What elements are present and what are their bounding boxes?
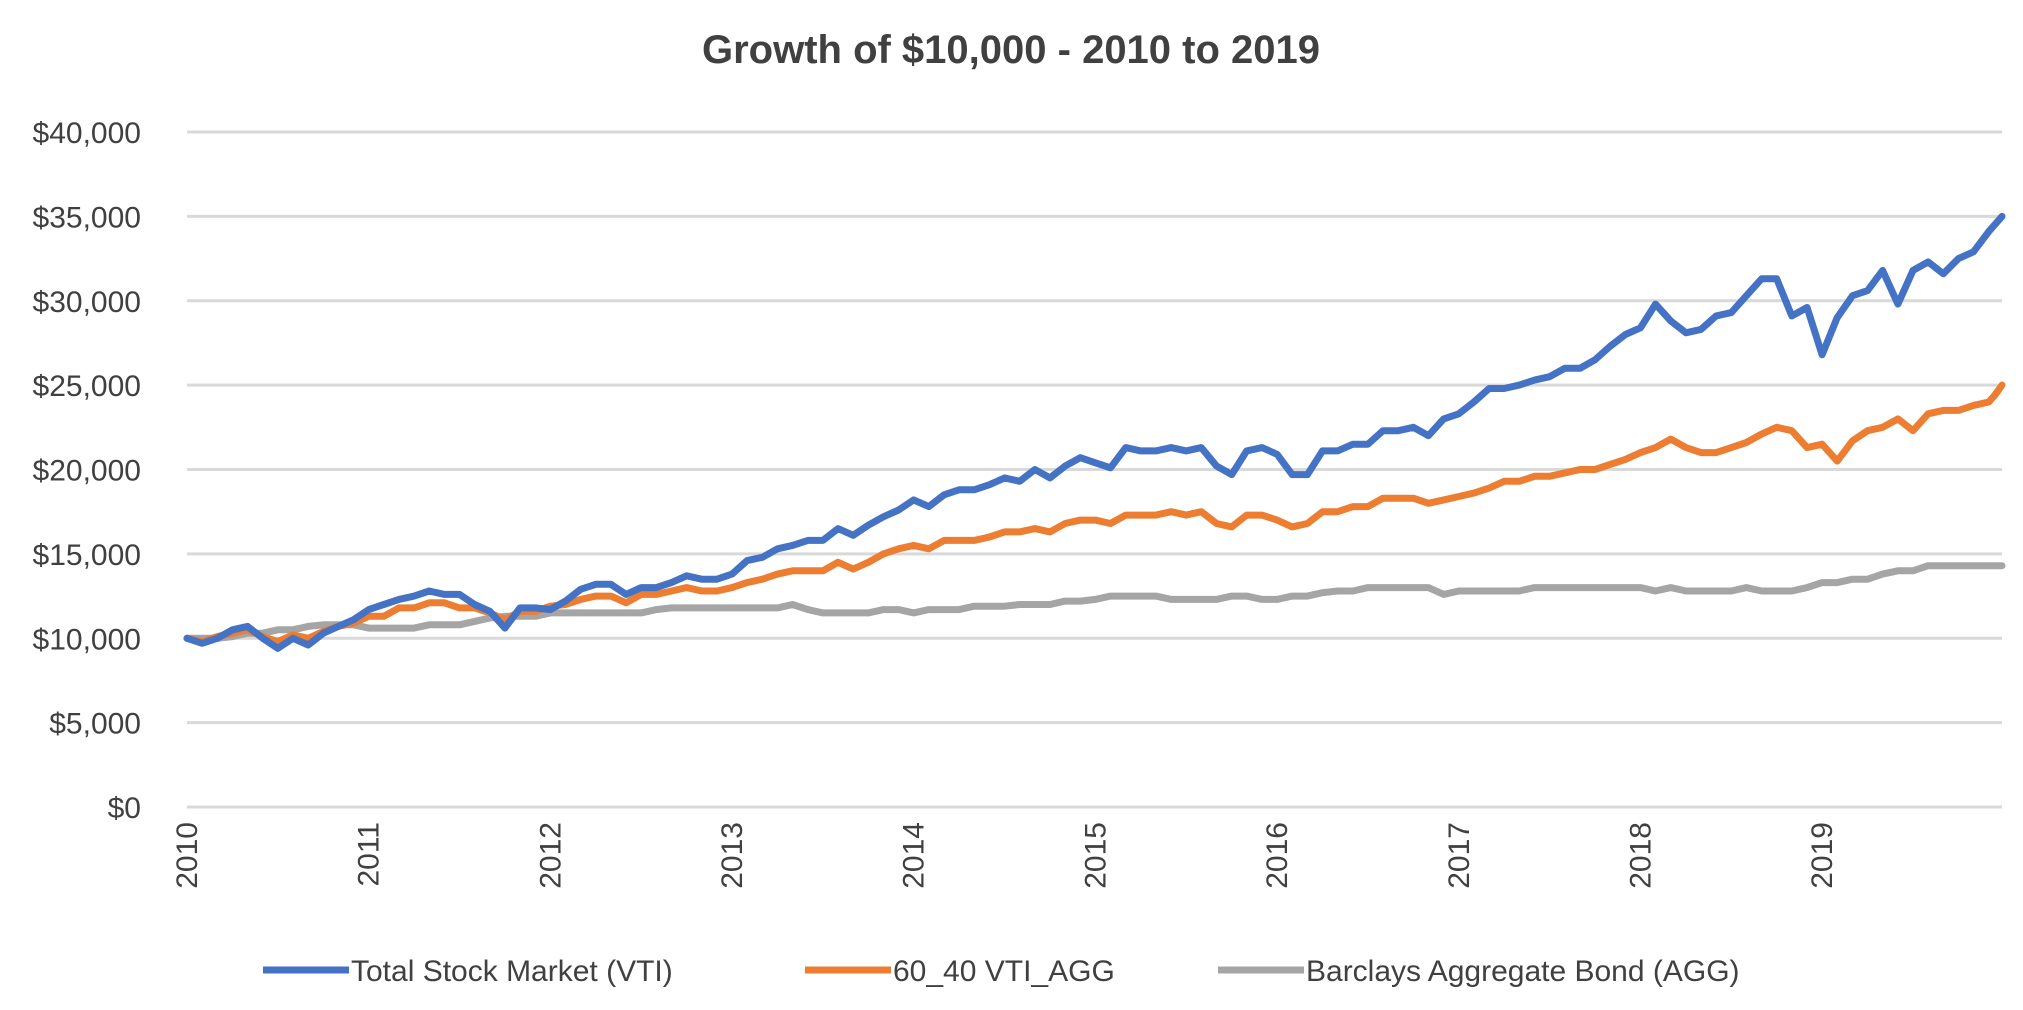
legend: Total Stock Market (VTI) 60_40 VTI_AGG Bar… — [263, 955, 1740, 988]
gridlines — [187, 130, 2002, 809]
x-tick-label: 2011 — [353, 822, 386, 887]
series-lines — [183, 212, 2006, 652]
legend-label: 60_40 VTI_AGG — [893, 955, 1115, 988]
y-axis-tick-labels: $0 $5,000 $10,000 $15,000 $20,000 $25,000 $30,… — [33, 117, 141, 825]
x-axis-tick-labels: 2010 2011 2012 2013 2014 2015 2016 2017 2018 2019 — [171, 822, 1839, 889]
chart-title: Growth of $10,000 - 2010 to 2019 — [702, 28, 1320, 72]
legend-label: Barclays Aggregate Bond (AGG) — [1306, 955, 1740, 988]
x-tick-label: 2017 — [1443, 822, 1476, 889]
x-tick-label: 2019 — [1806, 822, 1839, 889]
y-tick-label: $15,000 — [33, 539, 141, 572]
x-tick-label: 2013 — [716, 822, 749, 889]
x-tick-label: 2018 — [1624, 822, 1657, 889]
y-tick-label: $25,000 — [33, 370, 141, 403]
legend-label: Total Stock Market (VTI) — [351, 955, 673, 988]
series-line-1 — [183, 381, 2006, 646]
y-tick-label: $20,000 — [33, 455, 141, 488]
x-tick-label: 2015 — [1079, 822, 1112, 889]
y-tick-label: $10,000 — [33, 623, 141, 656]
x-tick-label: 2012 — [534, 822, 567, 889]
series-line-0 — [183, 212, 2006, 652]
x-tick-label: 2010 — [171, 822, 204, 889]
x-tick-label: 2016 — [1261, 822, 1294, 889]
y-tick-label: $35,000 — [33, 201, 141, 234]
series-line-2 — [183, 562, 2006, 642]
y-tick-label: $0 — [108, 792, 141, 825]
x-tick-label: 2014 — [898, 822, 931, 889]
y-tick-label: $40,000 — [33, 117, 141, 150]
y-tick-label: $5,000 — [49, 708, 141, 741]
y-tick-label: $30,000 — [33, 286, 141, 319]
